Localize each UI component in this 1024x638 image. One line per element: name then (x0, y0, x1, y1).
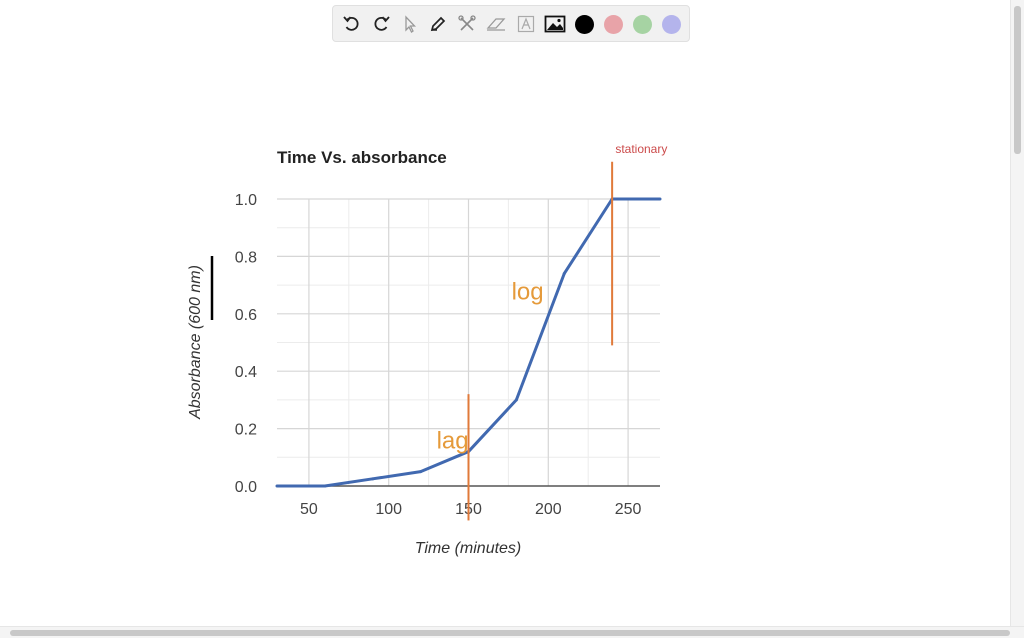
vertical-scroll-thumb[interactable] (1014, 6, 1021, 154)
annotation-stationary: stationary (615, 142, 667, 156)
y-tick-label: 0.2 (235, 422, 257, 439)
y-tick-label: 0.8 (235, 249, 257, 266)
y-tick-label: 0.0 (235, 479, 257, 496)
horizontal-scroll-thumb[interactable] (10, 630, 1010, 636)
color-swatch-green[interactable] (633, 15, 652, 34)
pointer-icon[interactable] (398, 12, 422, 36)
redo-icon[interactable] (369, 12, 393, 36)
data-point (371, 477, 375, 481)
data-point (275, 484, 279, 488)
x-tick-label: 50 (300, 501, 318, 518)
y-tick-label: 1.0 (235, 192, 257, 209)
annotation-log: log (512, 278, 544, 305)
x-tick-label: 200 (535, 501, 562, 518)
x-tick-label: 100 (375, 501, 402, 518)
y-axis-label: Absorbance (600 nm) (187, 265, 204, 420)
text-icon[interactable] (514, 12, 538, 36)
vertical-scrollbar[interactable] (1010, 0, 1024, 626)
color-swatch-pink[interactable] (604, 15, 623, 34)
image-icon[interactable] (543, 12, 567, 36)
undo-icon[interactable] (340, 12, 364, 36)
annotation-lag: lag (437, 428, 469, 455)
x-axis-label: Time (minutes) (415, 540, 522, 557)
pencil-icon[interactable] (426, 12, 450, 36)
horizontal-scrollbar[interactable] (0, 626, 1024, 638)
data-point (323, 484, 327, 488)
x-tick-label: 250 (615, 501, 642, 518)
chart-grid (277, 198, 660, 487)
eraser-icon[interactable] (484, 12, 508, 36)
tools-icon[interactable] (455, 12, 479, 36)
data-point (419, 470, 423, 474)
color-swatch-black[interactable] (575, 15, 594, 34)
data-point (562, 272, 566, 276)
drawing-toolbar (332, 5, 690, 42)
y-tick-label: 0.6 (235, 307, 257, 324)
data-point (658, 197, 662, 201)
data-point (514, 398, 518, 402)
color-swatch-purple[interactable] (662, 15, 681, 34)
chart-title: Time Vs. absorbance (277, 148, 447, 167)
chart-marks: 50 100 150 200 2500.00.20.40.60.81.0laglogst… (210, 142, 667, 521)
y-tick-label: 0.4 (235, 364, 257, 381)
